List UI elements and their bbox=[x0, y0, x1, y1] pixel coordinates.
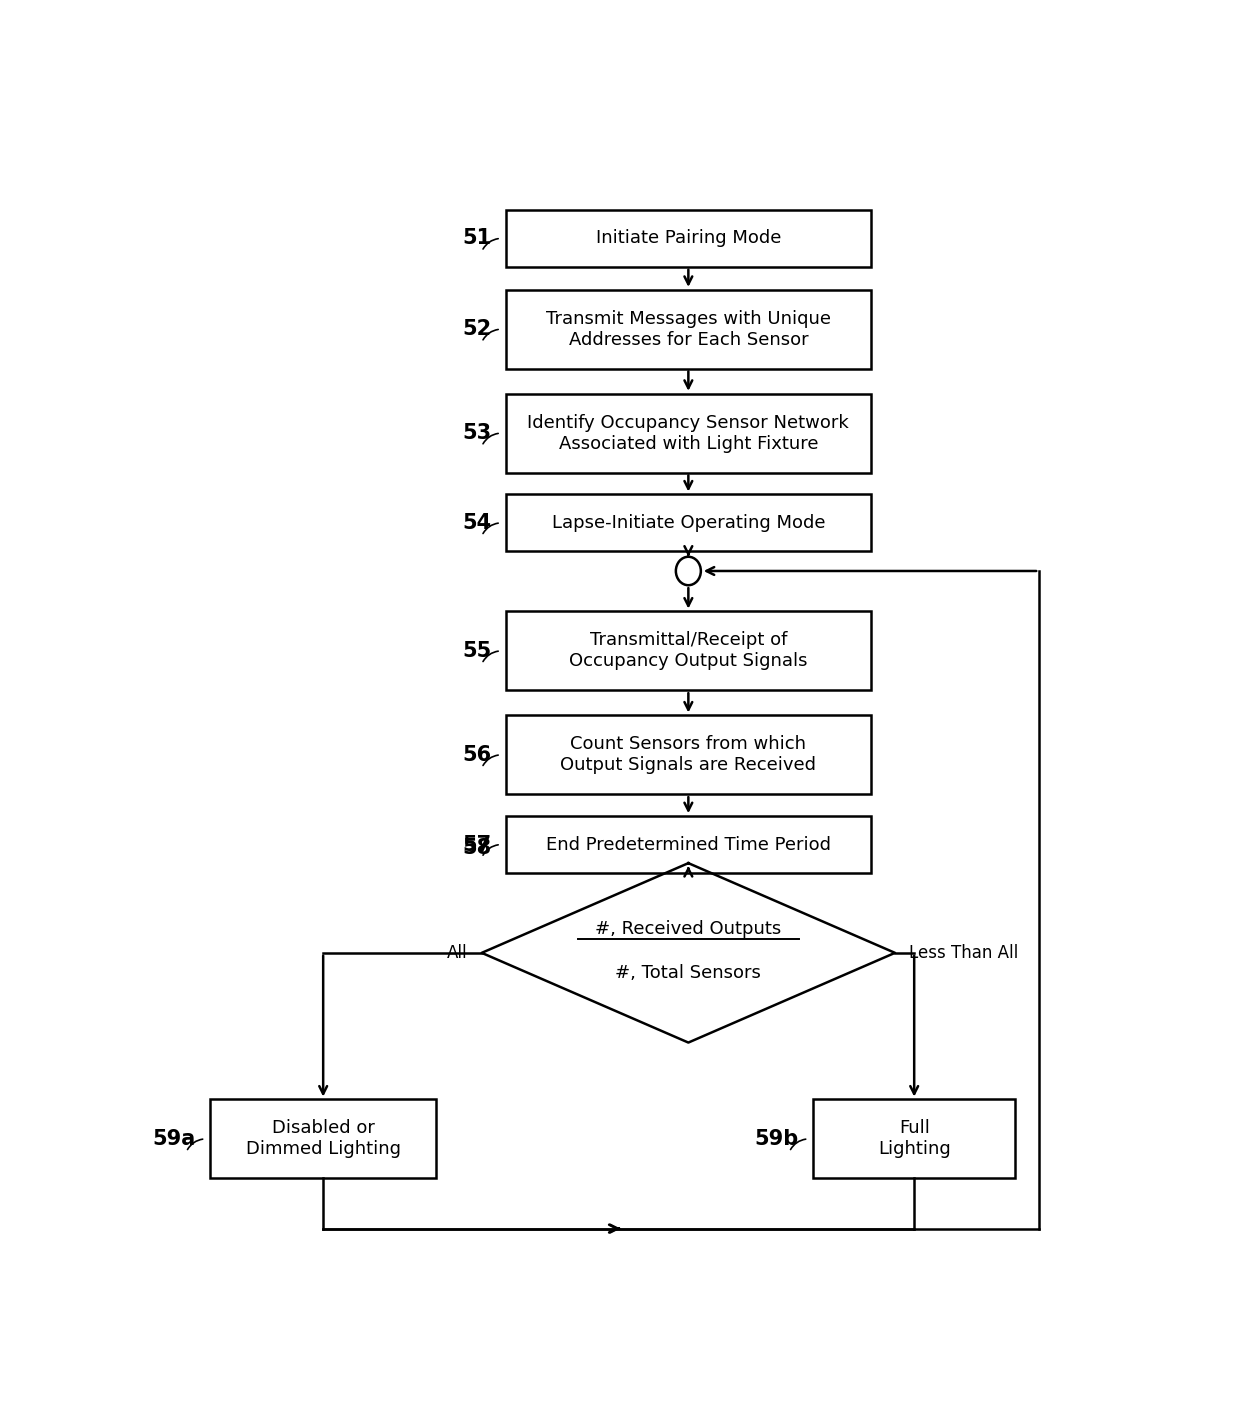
Bar bbox=[506, 290, 870, 368]
Text: #, Total Sensors: #, Total Sensors bbox=[615, 963, 761, 982]
Text: 57: 57 bbox=[463, 834, 491, 854]
Text: Lapse-Initiate Operating Mode: Lapse-Initiate Operating Mode bbox=[552, 514, 825, 531]
Text: Initiate Pairing Mode: Initiate Pairing Mode bbox=[595, 229, 781, 247]
Bar bbox=[211, 1100, 436, 1178]
Text: Count Sensors from which
Output Signals are Received: Count Sensors from which Output Signals … bbox=[560, 736, 816, 774]
Text: Transmittal/Receipt of
Occupancy Output Signals: Transmittal/Receipt of Occupancy Output … bbox=[569, 631, 807, 671]
Text: Identify Occupancy Sensor Network
Associated with Light Fixture: Identify Occupancy Sensor Network Associ… bbox=[527, 414, 849, 452]
Text: 59b: 59b bbox=[755, 1128, 799, 1148]
Text: 52: 52 bbox=[463, 320, 491, 340]
Bar bbox=[813, 1100, 1016, 1178]
Text: End Predetermined Time Period: End Predetermined Time Period bbox=[546, 836, 831, 854]
Text: 54: 54 bbox=[463, 513, 491, 533]
Text: 55: 55 bbox=[463, 641, 491, 661]
Bar bbox=[506, 210, 870, 267]
Text: 51: 51 bbox=[463, 229, 491, 249]
Bar bbox=[506, 715, 870, 794]
Text: Full
Lighting: Full Lighting bbox=[878, 1120, 951, 1158]
Text: All: All bbox=[446, 944, 467, 962]
Text: #, Received Outputs: #, Received Outputs bbox=[595, 919, 781, 938]
Bar bbox=[506, 394, 870, 473]
Bar bbox=[506, 495, 870, 551]
Text: 53: 53 bbox=[463, 423, 491, 443]
Text: 59a: 59a bbox=[153, 1128, 196, 1148]
Text: Disabled or
Dimmed Lighting: Disabled or Dimmed Lighting bbox=[246, 1120, 401, 1158]
Text: Transmit Messages with Unique
Addresses for Each Sensor: Transmit Messages with Unique Addresses … bbox=[546, 310, 831, 348]
Bar bbox=[506, 816, 870, 872]
Text: Less Than All: Less Than All bbox=[909, 944, 1018, 962]
Text: 58: 58 bbox=[463, 837, 491, 858]
Text: 56: 56 bbox=[463, 745, 491, 764]
Polygon shape bbox=[482, 863, 895, 1043]
Bar bbox=[506, 611, 870, 691]
